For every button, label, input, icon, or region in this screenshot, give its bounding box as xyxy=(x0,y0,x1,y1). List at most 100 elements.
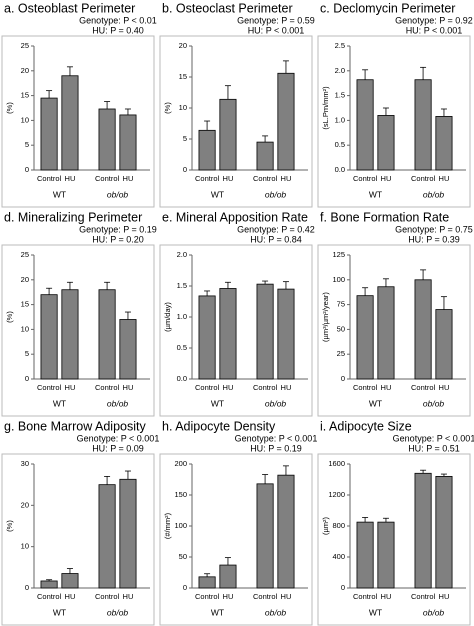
x-tick-label: HU xyxy=(223,174,234,183)
subtitle: HU: P = 0.09 xyxy=(92,443,144,453)
x-tick-label: Control xyxy=(95,592,120,601)
y-tick-label: 20 xyxy=(21,500,29,509)
bar xyxy=(98,108,116,171)
subtitle: HU: P = 0.39 xyxy=(408,234,460,244)
group-label: WT xyxy=(53,189,66,199)
bar xyxy=(356,521,374,589)
subtitle: HU: P = 0.51 xyxy=(408,443,460,453)
y-tick-label: 5 xyxy=(183,134,187,143)
subtitle: Genotype: P < 0.001 xyxy=(393,433,474,443)
bar xyxy=(40,97,58,171)
chart-title: g. Bone Marrow Adiposity xyxy=(4,419,146,433)
y-tick-label: 0 xyxy=(341,583,345,592)
x-tick-label: HU xyxy=(439,592,450,601)
subtitle: HU: P < 0.001 xyxy=(248,25,305,35)
x-tick-label: HU xyxy=(123,174,134,183)
y-tick-label: 15 xyxy=(179,72,187,81)
bar xyxy=(435,116,453,171)
y-tick-label: 1.5 xyxy=(335,91,345,100)
bar xyxy=(219,564,237,589)
y-axis-label: (%) xyxy=(163,102,172,114)
group-label: ob/ob xyxy=(107,189,129,199)
x-tick-label: HU xyxy=(439,174,450,183)
group-label: WT xyxy=(211,607,224,617)
group-label: ob/ob xyxy=(423,189,445,199)
subtitle: Genotype: P = 0.42 xyxy=(237,224,315,234)
bar xyxy=(219,98,237,171)
bar xyxy=(356,79,374,171)
x-tick-label: Control xyxy=(411,592,436,601)
y-tick-label: 100 xyxy=(332,275,345,284)
y-tick-label: 0 xyxy=(25,583,29,592)
bar xyxy=(356,295,374,380)
y-tick-label: 1.0 xyxy=(335,115,345,124)
bar xyxy=(98,289,116,380)
subtitle: Genotype: P < 0.001 xyxy=(77,433,160,443)
y-tick-label: 1.0 xyxy=(177,312,187,321)
group-label: WT xyxy=(211,398,224,408)
x-tick-label: HU xyxy=(439,383,450,392)
group-label: ob/ob xyxy=(265,189,287,199)
x-tick-label: Control xyxy=(95,383,120,392)
x-tick-label: Control xyxy=(411,174,436,183)
y-axis-label: (sL.Pm/mm²) xyxy=(321,86,330,130)
y-tick-label: 25 xyxy=(21,250,29,259)
x-tick-label: HU xyxy=(65,592,76,601)
y-tick-label: 0.5 xyxy=(177,343,187,352)
panel-border xyxy=(1,244,155,417)
x-tick-label: HU xyxy=(381,592,392,601)
bar xyxy=(277,72,295,171)
y-tick-label: 1200 xyxy=(328,490,345,499)
group-label: WT xyxy=(53,607,66,617)
subtitle: HU: P < 0.001 xyxy=(406,25,463,35)
y-tick-label: 2.5 xyxy=(335,41,345,50)
y-tick-label: 50 xyxy=(337,324,345,333)
x-tick-label: Control xyxy=(195,592,220,601)
panel-border xyxy=(1,35,155,208)
bar xyxy=(61,289,79,380)
subtitle: Genotype: P = 0.59 xyxy=(237,15,315,25)
y-tick-label: 25 xyxy=(21,41,29,50)
bar xyxy=(256,283,274,380)
y-tick-label: 2.0 xyxy=(177,250,187,259)
y-tick-label: 50 xyxy=(179,552,187,561)
y-tick-label: 200 xyxy=(174,459,187,468)
bar xyxy=(256,483,274,589)
panel-border xyxy=(1,453,155,626)
x-tick-label: HU xyxy=(65,383,76,392)
bar xyxy=(414,279,432,380)
x-tick-label: Control xyxy=(195,383,220,392)
subtitle: HU: P = 0.84 xyxy=(250,234,302,244)
y-tick-label: 0.5 xyxy=(335,140,345,149)
subtitle: HU: P = 0.19 xyxy=(250,443,302,453)
group-label: ob/ob xyxy=(423,607,445,617)
chart-title: h. Adipocyte Density xyxy=(162,419,276,433)
panel-border xyxy=(317,244,471,417)
group-label: ob/ob xyxy=(107,398,129,408)
y-tick-label: 5 xyxy=(25,140,29,149)
bar xyxy=(98,484,116,589)
x-tick-label: HU xyxy=(281,592,292,601)
bar xyxy=(61,75,79,171)
x-tick-label: HU xyxy=(281,174,292,183)
x-tick-label: HU xyxy=(381,174,392,183)
chart-title: f. Bone Formation Rate xyxy=(320,210,449,224)
x-tick-label: Control xyxy=(195,174,220,183)
group-label: ob/ob xyxy=(107,607,129,617)
bar xyxy=(377,286,395,380)
chart-title: i. Adipocyte Size xyxy=(320,419,412,433)
y-tick-label: 0 xyxy=(183,583,187,592)
y-tick-label: 0 xyxy=(25,374,29,383)
x-tick-label: HU xyxy=(123,383,134,392)
y-tick-label: 25 xyxy=(337,349,345,358)
chart-title: e. Mineral Apposition Rate xyxy=(162,210,308,224)
y-tick-label: 1600 xyxy=(328,459,345,468)
x-tick-label: HU xyxy=(65,174,76,183)
y-tick-label: 20 xyxy=(179,41,187,50)
group-label: ob/ob xyxy=(265,607,287,617)
x-tick-label: Control xyxy=(37,383,62,392)
panel-border xyxy=(159,453,313,626)
x-tick-label: HU xyxy=(281,383,292,392)
panel-border xyxy=(317,453,471,626)
bar xyxy=(377,521,395,589)
